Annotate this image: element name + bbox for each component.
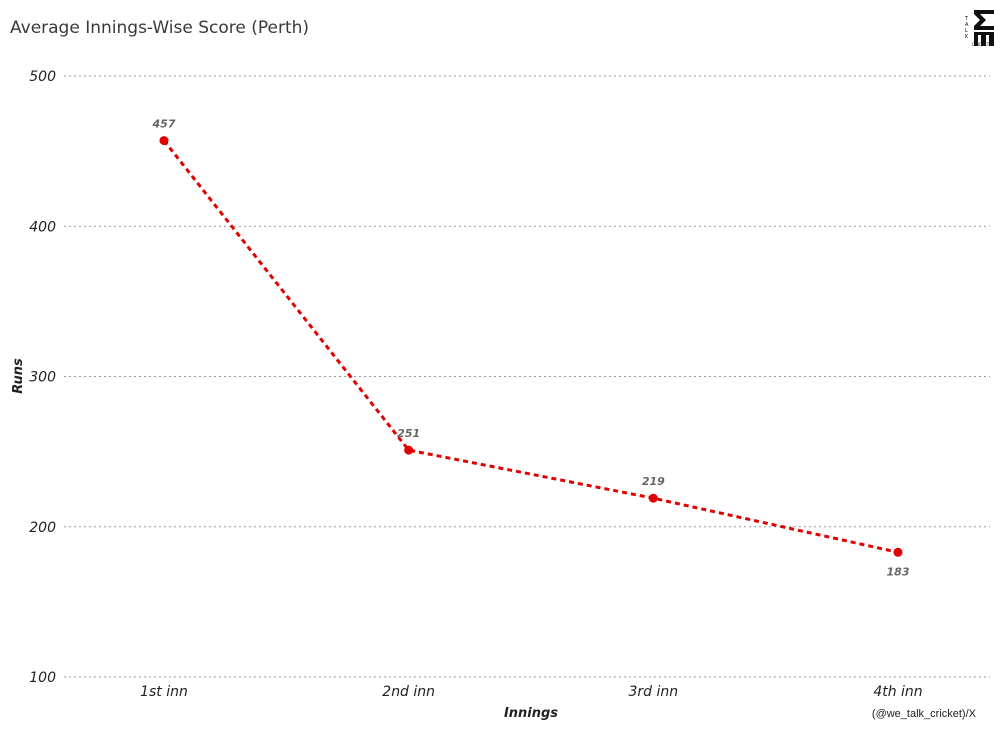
data-point xyxy=(893,547,903,557)
series-line-path xyxy=(162,139,899,554)
series-points xyxy=(159,136,903,557)
x-tick-label: 3rd inn xyxy=(629,684,679,700)
svg-text:CRICKET: CRICKET xyxy=(972,42,990,47)
data-label: 457 xyxy=(152,118,176,131)
y-tick-label: 300 xyxy=(29,370,56,386)
y-tick-label: 100 xyxy=(29,670,56,686)
gridlines xyxy=(64,75,990,678)
svg-text:K: K xyxy=(965,34,969,40)
svg-text:L: L xyxy=(965,28,968,34)
y-axis-ticks: 100 200 300 400 500 xyxy=(29,69,56,686)
x-axis-title: Innings xyxy=(504,706,558,721)
svg-text:T: T xyxy=(964,16,969,22)
data-label: 251 xyxy=(397,427,420,440)
svg-text:A: A xyxy=(965,22,969,28)
data-labels: 457 251 219 183 xyxy=(152,118,910,579)
x-tick-label: 2nd inn xyxy=(382,684,435,700)
x-tick-label: 4th inn xyxy=(873,684,922,700)
chart-title: Average Innings-Wise Score (Perth) xyxy=(10,18,310,38)
x-axis-ticks: 1st inn 2nd inn 3rd inn 4th inn xyxy=(140,684,923,700)
data-point xyxy=(404,445,414,455)
x-tick-label: 1st inn xyxy=(140,684,188,700)
data-label: 219 xyxy=(642,475,665,488)
brand-logo: T A L K CRICKET xyxy=(962,8,996,48)
series-line xyxy=(162,139,899,554)
y-axis-title: Runs xyxy=(11,358,26,394)
y-tick-label: 400 xyxy=(29,219,56,235)
data-point xyxy=(159,136,169,146)
data-point xyxy=(648,493,658,503)
y-tick-label: 200 xyxy=(29,520,56,536)
source-credit: (@we_talk_cricket)/X xyxy=(871,708,976,720)
data-label: 183 xyxy=(887,565,910,578)
logo-icon: T A L K CRICKET xyxy=(962,8,996,48)
y-tick-label: 500 xyxy=(29,69,56,85)
